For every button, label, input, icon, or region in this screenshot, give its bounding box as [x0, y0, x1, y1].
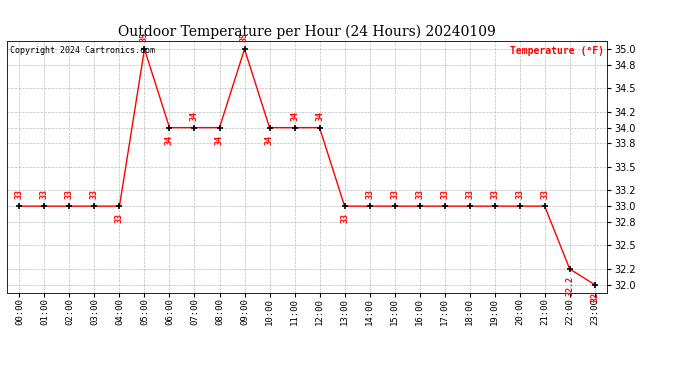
Text: 33: 33 [65, 189, 74, 199]
Text: 34: 34 [190, 111, 199, 121]
Text: 33: 33 [390, 189, 399, 199]
Text: 33: 33 [440, 189, 449, 199]
Text: 32.2: 32.2 [565, 276, 574, 296]
Text: 34: 34 [215, 135, 224, 144]
Text: 33: 33 [115, 213, 124, 223]
Text: 33: 33 [490, 189, 499, 199]
Text: 35: 35 [140, 32, 149, 42]
Text: 34: 34 [315, 111, 324, 121]
Text: 33: 33 [415, 189, 424, 199]
Text: 33: 33 [90, 189, 99, 199]
Text: 33: 33 [465, 189, 474, 199]
Text: 34: 34 [290, 111, 299, 121]
Text: 33: 33 [40, 189, 49, 199]
Text: 34: 34 [165, 135, 174, 144]
Text: Copyright 2024 Cartronics.com: Copyright 2024 Cartronics.com [10, 46, 155, 55]
Text: 33: 33 [15, 189, 24, 199]
Text: 33: 33 [365, 189, 374, 199]
Text: 33: 33 [515, 189, 524, 199]
Text: 33: 33 [540, 189, 549, 199]
Text: 33: 33 [340, 213, 349, 223]
Text: 32: 32 [590, 292, 599, 302]
Text: 34: 34 [265, 135, 274, 144]
Title: Outdoor Temperature per Hour (24 Hours) 20240109: Outdoor Temperature per Hour (24 Hours) … [118, 24, 496, 39]
Text: Temperature (°F): Temperature (°F) [510, 46, 604, 56]
Text: 35: 35 [240, 32, 249, 42]
